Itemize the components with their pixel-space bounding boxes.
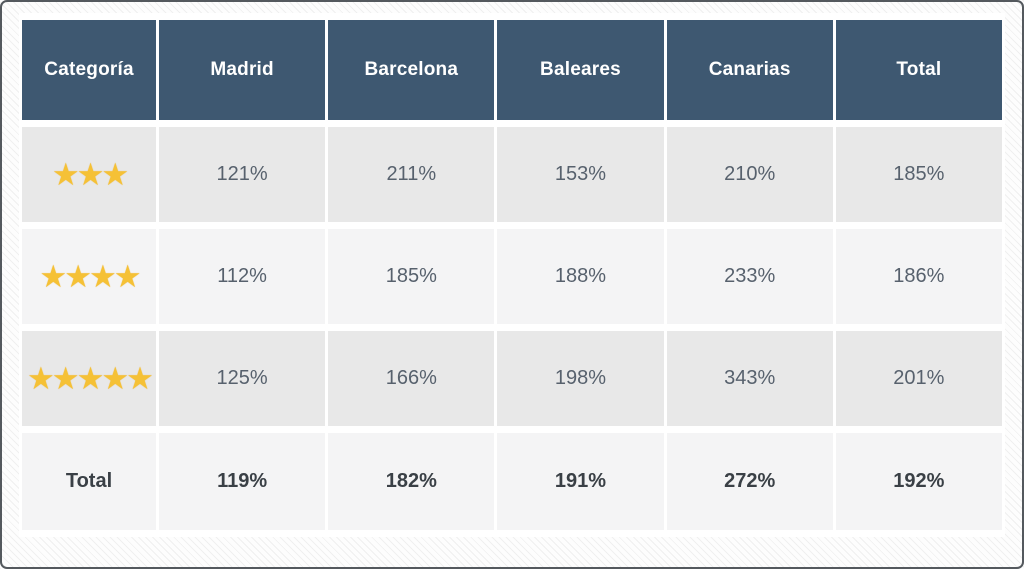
value-cell: 112% <box>159 229 326 324</box>
total-value-cell: 272% <box>666 433 833 530</box>
value-cell: 198% <box>497 331 664 426</box>
value-cell: 210% <box>666 127 833 222</box>
value-cell: 211% <box>328 127 495 222</box>
total-value-cell: 191% <box>497 433 664 530</box>
value-cell: 188% <box>497 229 664 324</box>
value-cell: 343% <box>666 331 833 426</box>
table-row-total: Total 119% 182% 191% 272% 192% <box>22 433 1002 530</box>
total-value-cell: 182% <box>328 433 495 530</box>
total-row-label: Total <box>22 433 156 530</box>
category-region-table: Categoría Madrid Barcelona Baleares Cana… <box>19 13 1005 537</box>
value-cell: 121% <box>159 127 326 222</box>
value-cell: 166% <box>328 331 495 426</box>
header-cell-barcelona: Barcelona <box>328 20 495 120</box>
table-row-3-stars: ★★★ 121% 211% 153% 210% 185% <box>22 127 1002 222</box>
value-cell: 201% <box>835 331 1002 426</box>
value-cell: 233% <box>666 229 833 324</box>
value-cell: 125% <box>159 331 326 426</box>
star-rating-4-icon: ★★★★ <box>22 229 156 324</box>
star-rating-5-icon: ★★★★★ <box>22 331 156 426</box>
header-cell-total: Total <box>835 20 1002 120</box>
header-cell-baleares: Baleares <box>497 20 664 120</box>
header-cell-categoria: Categoría <box>22 20 156 120</box>
header-row: Categoría Madrid Barcelona Baleares Cana… <box>22 20 1002 120</box>
value-cell: 186% <box>835 229 1002 324</box>
value-cell: 185% <box>328 229 495 324</box>
table-frame: Categoría Madrid Barcelona Baleares Cana… <box>19 13 1005 537</box>
table-row-4-stars: ★★★★ 112% 185% 188% 233% 186% <box>22 229 1002 324</box>
total-value-cell: 192% <box>835 433 1002 530</box>
header-cell-canarias: Canarias <box>666 20 833 120</box>
value-cell: 185% <box>835 127 1002 222</box>
total-value-cell: 119% <box>159 433 326 530</box>
value-cell: 153% <box>497 127 664 222</box>
table-row-5-stars: ★★★★★ 125% 166% 198% 343% 201% <box>22 331 1002 426</box>
header-cell-madrid: Madrid <box>159 20 326 120</box>
star-rating-3-icon: ★★★ <box>22 127 156 222</box>
